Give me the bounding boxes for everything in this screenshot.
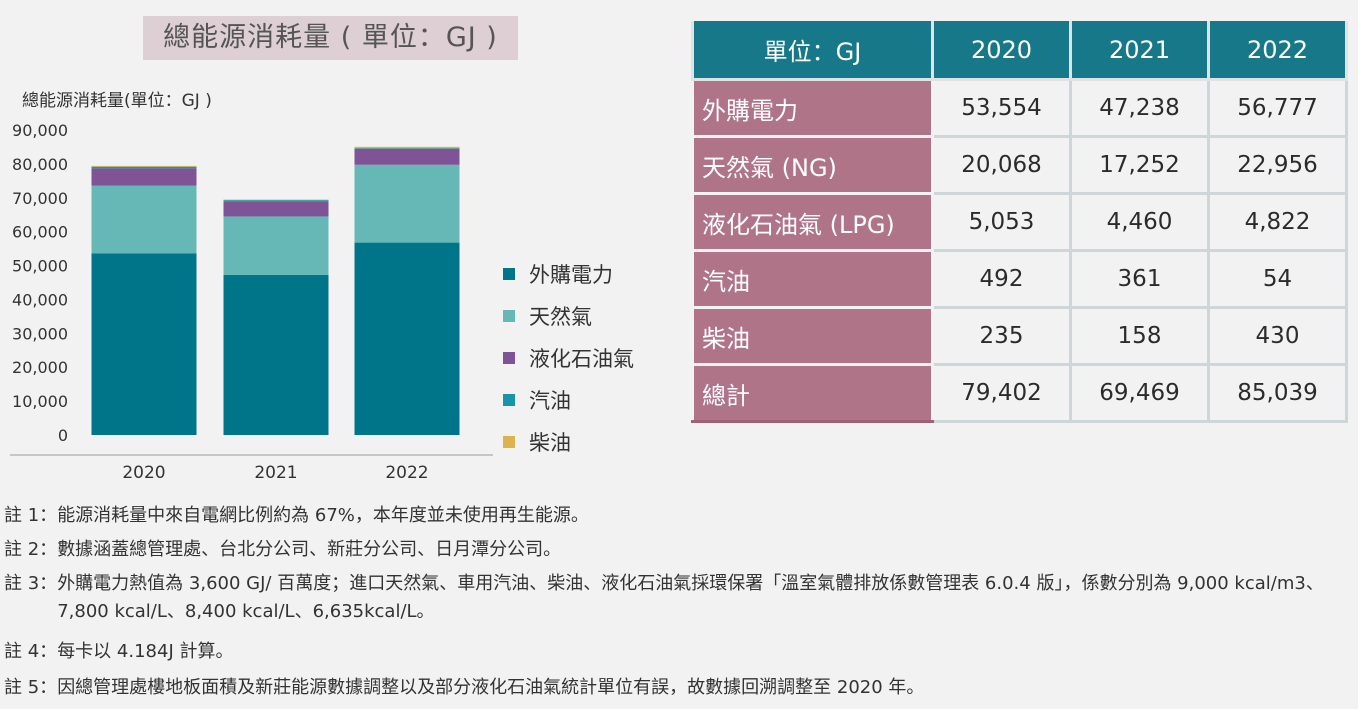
bar-segment: [354, 242, 460, 435]
table-cell: 4,822: [1207, 192, 1348, 252]
table-cell: 5,053: [931, 192, 1072, 252]
bar-segment: [91, 168, 197, 186]
note-label: 註 3：: [4, 573, 58, 594]
note-text: 因總管理處樓地板面積及新莊能源數據調整以及部分液化石油氣統計單位有誤，故數據回溯…: [57, 677, 925, 698]
legend-label: 天然氣: [529, 305, 592, 329]
legend-label: 汽油: [529, 389, 571, 413]
bar-segment: [354, 148, 460, 149]
table-header-row: 單位：GJ 2020 2021 2022: [691, 21, 1348, 81]
y-tick-label: 90,000: [12, 121, 68, 140]
y-axis-title: 總能源消耗量(單位：GJ ): [22, 91, 212, 111]
table-cell: 492: [931, 249, 1072, 309]
note-5: 註 5： 因總管理處樓地板面積及新莊能源數據調整以及部分液化石油氣統計單位有誤，…: [4, 674, 924, 702]
table-row: 外購電力 53,554 47,238 56,777: [691, 78, 1348, 138]
y-tick-label: 50,000: [12, 257, 68, 276]
legend-label: 液化石油氣: [529, 347, 634, 371]
table-row-label: 汽油: [691, 249, 934, 309]
bar-segment: [354, 164, 460, 243]
x-tick-label: 2022: [385, 463, 428, 483]
note-text: 能源消耗量中來自電網比例約為 67%，本年度並未使用再生能源。: [57, 505, 589, 526]
chart-svg: 總能源消耗量(單位：GJ ) 90,000 80,000 70,000 60,000 50…: [10, 91, 493, 483]
chart-legend: 外購電力天然氣液化石油氣汽油柴油: [503, 253, 634, 463]
stacked-bar-chart: 總能源消耗量(單位：GJ ) 90,000 80,000 70,000 60,000 50…: [0, 80, 680, 500]
y-tick-label: 30,000: [12, 324, 68, 343]
table-cell: 47,238: [1069, 78, 1210, 138]
legend-item: 外購電力: [503, 253, 634, 295]
table-header-2021: 2021: [1069, 21, 1210, 81]
note-4: 註 4： 每卡以 4.184J 計算。: [4, 638, 233, 666]
table-row-label: 總計: [691, 363, 934, 423]
table-cell: 20,068: [931, 135, 1072, 195]
legend-label: 柴油: [529, 431, 571, 455]
note-text: 每卡以 4.184J 計算。: [57, 641, 234, 662]
note-label: 註 4：: [4, 641, 58, 662]
table-cell: 85,039: [1207, 363, 1348, 423]
legend-swatch: [503, 394, 515, 406]
table-row: 汽油 492 361 54: [691, 249, 1348, 309]
y-tick-label: 60,000: [12, 223, 68, 242]
chart-title: 總能源消耗量 ( 單位：GJ ): [143, 16, 518, 60]
table-row: 天然氣 (NG) 20,068 17,252 22,956: [691, 135, 1348, 195]
y-tick-label: 70,000: [12, 189, 68, 208]
table-cell: 361: [1069, 249, 1210, 309]
legend-swatch: [503, 352, 515, 364]
note-label: 註 1：: [4, 505, 58, 526]
table-row-label: 天然氣 (NG): [691, 135, 934, 195]
y-tick-label: 80,000: [12, 155, 68, 174]
table-row: 柴油 235 158 430: [691, 306, 1348, 366]
legend-item: 汽油: [503, 379, 634, 421]
bar-segment: [91, 253, 197, 435]
legend-swatch: [503, 268, 515, 280]
legend-swatch: [503, 436, 515, 448]
table-cell: 22,956: [1207, 135, 1348, 195]
note-text: 數據涵蓋總管理處、台北分公司、新莊分公司、日月潭分公司。: [57, 539, 562, 560]
energy-table: 單位：GJ 2020 2021 2022 外購電力 53,554 47,238 56,…: [691, 21, 1348, 423]
x-tick-label: 2021: [254, 463, 297, 483]
legend-label: 外購電力: [529, 263, 613, 287]
note-label: 註 5：: [4, 677, 58, 698]
table-header-2022: 2022: [1207, 21, 1348, 81]
bar-segment: [91, 185, 197, 254]
note-1: 註 1： 能源消耗量中來自電網比例約為 67%，本年度並未使用再生能源。: [4, 502, 589, 530]
table-cell: 54: [1207, 249, 1348, 309]
table-cell: 17,252: [1069, 135, 1210, 195]
bar-segment: [91, 166, 197, 169]
legend-item: 天然氣: [503, 295, 634, 337]
table-row-label: 外購電力: [691, 78, 934, 138]
table-cell: 430: [1207, 306, 1348, 366]
table-cell: 79,402: [931, 363, 1072, 423]
table-header-unit: 單位：GJ: [691, 21, 934, 81]
bar-segment: [223, 199, 329, 201]
y-tick-label: 20,000: [12, 358, 68, 377]
table-cell: 158: [1069, 306, 1210, 366]
table-row: 總計 79,402 69,469 85,039: [691, 363, 1348, 423]
legend-item: 柴油: [503, 421, 634, 463]
table-row: 液化石油氣 (LPG) 5,053 4,460 4,822: [691, 192, 1348, 252]
table-cell: 56,777: [1207, 78, 1348, 138]
note-text: 外購電力熱值為 3,600 GJ/ 百萬度；進口天然氣、車用汽油、柴油、液化石油…: [57, 573, 1324, 622]
x-tick-label: 2020: [122, 463, 165, 483]
bar-segment: [223, 274, 329, 435]
note-2: 註 2： 數據涵蓋總管理處、台北分公司、新莊分公司、日月潭分公司。: [4, 536, 561, 564]
table-cell: 69,469: [1069, 363, 1210, 423]
note-3: 註 3： 外購電力熱值為 3,600 GJ/ 百萬度；進口天然氣、車用汽油、柴油…: [4, 570, 1354, 626]
y-tick-label: 40,000: [12, 290, 68, 309]
note-label: 註 2：: [4, 539, 58, 560]
table-cell: 235: [931, 306, 1072, 366]
bar-segment: [223, 201, 329, 217]
y-tick-label: 0: [58, 426, 68, 445]
table-cell: 4,460: [1069, 192, 1210, 252]
bar-segment: [91, 165, 197, 167]
legend-swatch: [503, 310, 515, 322]
bar-segment: [223, 216, 329, 275]
table-header-2020: 2020: [931, 21, 1072, 81]
table-row-label: 柴油: [691, 306, 934, 366]
bar-segment: [223, 200, 329, 202]
y-tick-label: 10,000: [12, 392, 68, 411]
table-cell: 53,554: [931, 78, 1072, 138]
table-row-label: 液化石油氣 (LPG): [691, 192, 934, 252]
legend-item: 液化石油氣: [503, 337, 634, 379]
bar-segment: [354, 146, 460, 149]
bar-segment: [354, 148, 460, 165]
